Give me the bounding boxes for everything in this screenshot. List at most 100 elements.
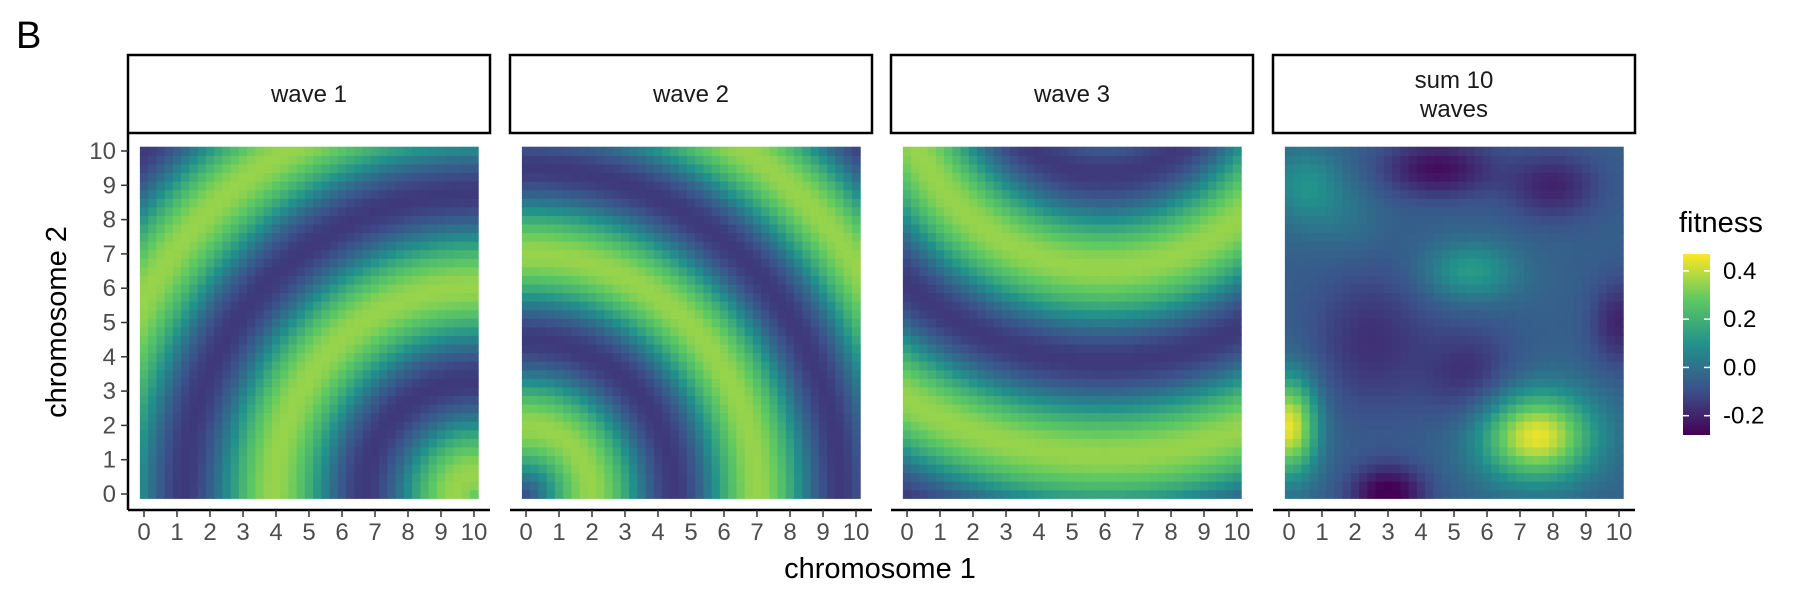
heatmap-cell bbox=[139, 378, 149, 388]
heatmap-cell bbox=[1076, 481, 1085, 491]
heatmap-cell bbox=[1117, 412, 1127, 422]
heatmap-cell bbox=[362, 206, 372, 216]
heatmap-cell bbox=[461, 403, 471, 414]
heatmap-cell bbox=[960, 301, 970, 311]
heatmap-cell bbox=[521, 189, 531, 199]
heatmap-cell bbox=[313, 369, 322, 379]
heatmap-cell bbox=[172, 489, 182, 499]
heatmap-cell bbox=[403, 301, 413, 311]
heatmap-cell bbox=[952, 335, 962, 345]
heatmap-cell bbox=[255, 352, 265, 362]
heatmap-cell bbox=[587, 301, 597, 311]
heatmap-cell bbox=[181, 412, 190, 422]
heatmap-cell bbox=[736, 361, 746, 371]
heatmap-cell bbox=[238, 472, 248, 482]
heatmap-cell bbox=[736, 438, 746, 448]
heatmap-cell bbox=[985, 361, 995, 371]
heatmap-cell bbox=[1208, 146, 1217, 156]
heatmap-cell bbox=[629, 472, 638, 482]
heatmap-cell bbox=[653, 421, 663, 431]
heatmap-cell bbox=[1216, 189, 1226, 199]
heatmap-cell bbox=[571, 318, 581, 328]
heatmap-cell bbox=[670, 309, 680, 319]
heatmap-cell bbox=[436, 489, 446, 499]
heatmap-cell bbox=[1166, 318, 1176, 328]
heatmap-cell bbox=[686, 163, 696, 174]
heatmap-cell bbox=[521, 292, 531, 302]
heatmap-cell bbox=[461, 155, 471, 165]
heatmap-cell bbox=[148, 258, 157, 268]
heatmap-cell bbox=[695, 146, 704, 156]
heatmap-cell bbox=[1109, 386, 1118, 396]
heatmap-cell bbox=[247, 181, 256, 191]
heatmap-cell bbox=[1100, 481, 1110, 491]
heatmap-cell bbox=[271, 181, 281, 191]
heatmap-cell bbox=[420, 241, 430, 251]
heatmap-cell bbox=[461, 463, 471, 474]
heatmap-cell bbox=[596, 206, 605, 216]
heatmap-cell bbox=[156, 395, 166, 405]
heatmap-cell bbox=[354, 335, 364, 345]
heatmap-cell bbox=[645, 403, 655, 414]
heatmap-cell bbox=[453, 309, 463, 319]
heatmap-cell bbox=[911, 198, 920, 208]
heatmap-cell bbox=[1199, 378, 1209, 388]
heatmap-cell bbox=[1084, 412, 1094, 422]
heatmap-cell bbox=[744, 421, 754, 431]
heatmap-cell bbox=[719, 472, 729, 482]
heatmap-cell bbox=[530, 172, 539, 182]
heatmap-cell bbox=[139, 172, 149, 182]
heatmap-cell bbox=[164, 446, 174, 457]
heatmap-cell bbox=[785, 198, 795, 208]
heatmap-cell bbox=[181, 455, 190, 465]
heatmap-cell bbox=[288, 146, 298, 156]
heatmap-cell bbox=[612, 189, 622, 199]
heatmap-cell bbox=[1175, 326, 1184, 336]
heatmap-cell bbox=[911, 343, 920, 354]
heatmap-cell bbox=[670, 155, 680, 165]
heatmap-cell bbox=[436, 395, 446, 405]
heatmap-cell bbox=[412, 421, 421, 431]
heatmap-cell bbox=[288, 198, 298, 208]
heatmap-cell bbox=[1175, 318, 1184, 328]
heatmap-cell bbox=[629, 455, 638, 465]
heatmap-cell bbox=[337, 421, 347, 431]
heatmap-cell bbox=[1208, 463, 1217, 474]
heatmap-cell bbox=[370, 163, 380, 174]
heatmap-cell bbox=[189, 215, 199, 225]
heatmap-cell bbox=[719, 438, 729, 448]
heatmap-cell bbox=[530, 378, 539, 388]
heatmap-cell bbox=[985, 215, 995, 225]
heatmap-cell bbox=[205, 369, 215, 379]
heatmap-cell bbox=[370, 361, 380, 371]
heatmap-cell bbox=[445, 489, 454, 499]
heatmap-cell bbox=[271, 455, 281, 465]
heatmap-cell bbox=[911, 421, 920, 431]
heatmap-cell bbox=[530, 232, 539, 242]
heatmap-cell bbox=[1158, 241, 1168, 251]
heatmap-cell bbox=[1084, 446, 1094, 457]
heatmap-cell bbox=[436, 172, 446, 182]
heatmap-cell bbox=[403, 292, 413, 302]
heatmap-cell bbox=[810, 438, 820, 448]
heatmap-cell bbox=[1142, 472, 1151, 482]
heatmap-cell bbox=[1125, 223, 1135, 234]
heatmap-cell bbox=[530, 361, 539, 371]
heatmap-cell bbox=[851, 335, 861, 345]
heatmap-cell bbox=[744, 361, 754, 371]
heatmap-cell bbox=[802, 386, 812, 396]
heatmap-cell bbox=[1092, 335, 1102, 345]
heatmap-cell bbox=[1150, 455, 1160, 465]
heatmap-cell bbox=[952, 438, 962, 448]
heatmap-cell bbox=[1158, 395, 1168, 405]
heatmap-cell bbox=[172, 412, 182, 422]
heatmap-cell bbox=[587, 172, 597, 182]
heatmap-cell bbox=[271, 275, 281, 285]
heatmap-cell bbox=[1043, 326, 1052, 336]
heatmap-cell bbox=[629, 335, 638, 345]
heatmap-cell bbox=[571, 146, 581, 156]
heatmap-cell bbox=[977, 343, 986, 354]
heatmap-cell bbox=[296, 489, 306, 499]
heatmap-cell bbox=[719, 232, 729, 242]
heatmap-cell bbox=[827, 343, 836, 354]
